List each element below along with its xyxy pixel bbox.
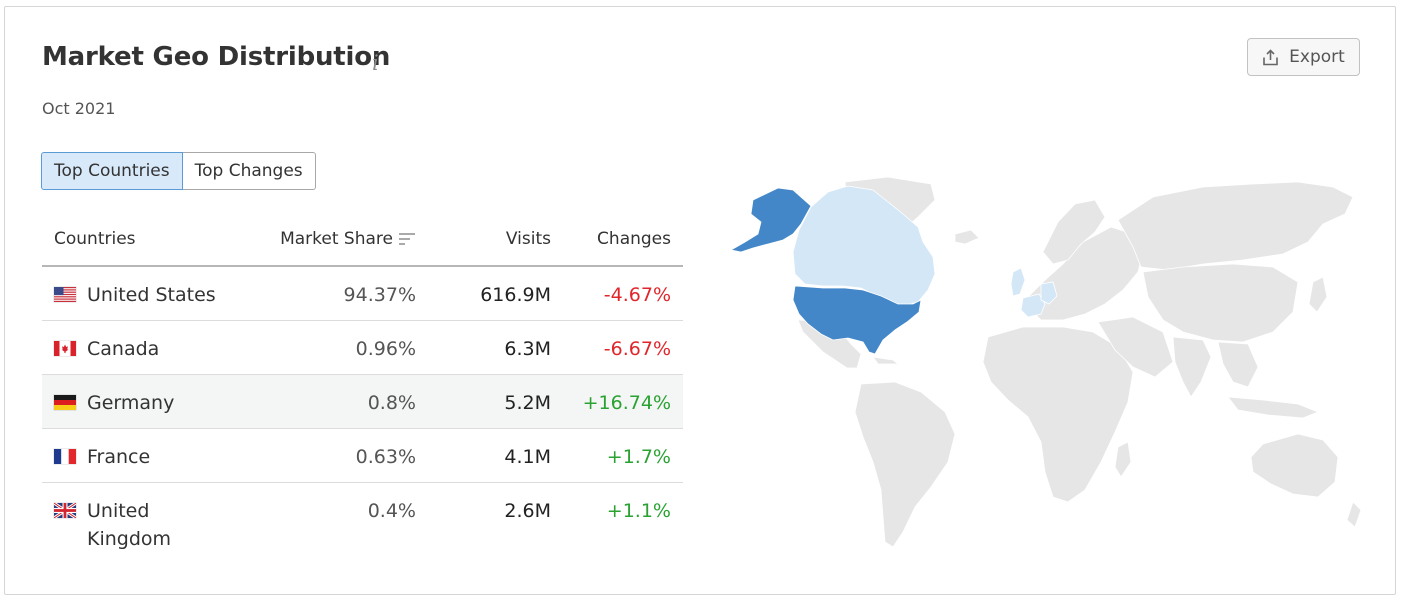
change-value: -4.67% (603, 284, 671, 306)
table-row[interactable]: France 0.63% 4.1M +1.7% (42, 428, 683, 483)
ca-flag-icon (54, 341, 76, 356)
map-region-southeast-asia[interactable] (1217, 341, 1259, 388)
gb-flag-icon (54, 503, 76, 518)
map-region-madagascar[interactable] (1114, 441, 1132, 478)
visits-value: 5.2M (504, 392, 551, 414)
countries-table: Countries Market Share Visits Changes (42, 212, 683, 561)
table-row[interactable]: United Kingdom 0.4% 2.6M +1.1% (42, 483, 683, 562)
table-header-row: Countries Market Share Visits Changes (42, 212, 683, 267)
map-region-germany[interactable] (1040, 281, 1058, 305)
change-value: -6.67% (603, 338, 671, 360)
change-value: +1.7% (606, 446, 671, 468)
world-map[interactable] (723, 172, 1363, 557)
sort-descending-icon[interactable] (399, 232, 416, 246)
de-flag-icon (54, 395, 76, 410)
change-value: +1.1% (606, 500, 671, 522)
map-region-india[interactable] (1172, 336, 1212, 398)
map-region-middle-east[interactable] (1097, 316, 1174, 378)
period-label: Oct 2021 (42, 99, 116, 118)
map-region-australia[interactable] (1250, 433, 1339, 498)
column-header-countries[interactable]: Countries (42, 212, 274, 267)
tab-top-changes[interactable]: Top Changes (182, 152, 316, 190)
table-row[interactable]: Canada 0.96% 6.3M -6.67% (42, 320, 683, 375)
market-share-value: 94.37% (343, 284, 416, 306)
visits-value: 6.3M (504, 338, 551, 360)
map-region-scandinavia[interactable] (1042, 199, 1106, 265)
map-region-new-zealand[interactable] (1346, 501, 1362, 528)
export-button[interactable]: Export (1247, 38, 1360, 76)
market-share-value: 0.96% (355, 338, 416, 360)
country-name[interactable]: France (87, 446, 151, 468)
column-header-market-share[interactable]: Market Share (274, 212, 416, 267)
change-value: +16.74% (582, 392, 671, 414)
map-region-alaska[interactable] (729, 187, 812, 253)
map-region-japan[interactable] (1308, 276, 1328, 313)
export-icon (1263, 48, 1278, 65)
market-share-value: 0.63% (355, 446, 416, 468)
map-region-russia[interactable] (1117, 181, 1354, 271)
table-row[interactable]: Germany 0.8% 5.2M +16.74% (42, 374, 683, 429)
country-name[interactable]: United Kingdom (87, 500, 172, 550)
map-region-south-america[interactable] (854, 381, 956, 548)
market-geo-card: Market Geo Distribution i Oct 2021 Expor… (4, 6, 1396, 595)
us-flag-icon (54, 287, 76, 302)
view-tabs: Top Countries Top Changes (41, 152, 316, 190)
map-region-united-kingdom[interactable] (1010, 267, 1026, 297)
visits-value: 616.9M (480, 284, 551, 306)
map-region-africa[interactable] (982, 326, 1134, 503)
tab-top-countries[interactable]: Top Countries (41, 152, 183, 190)
map-region-france[interactable] (1020, 293, 1046, 318)
market-share-value: 0.8% (367, 392, 416, 414)
info-icon[interactable]: i (372, 51, 379, 75)
table-row[interactable]: United States 94.37% 616.9M -4.67% (42, 266, 683, 321)
country-name[interactable]: Canada (87, 338, 160, 360)
map-region-indonesia[interactable] (1227, 396, 1320, 419)
visits-value: 2.6M (504, 500, 551, 522)
map-region-caribbean[interactable] (872, 356, 900, 365)
export-label: Export (1289, 47, 1345, 67)
visits-value: 4.1M (504, 446, 551, 468)
map-region-china[interactable] (1142, 263, 1299, 343)
map-region-united-states[interactable] (792, 285, 922, 355)
page-title: Market Geo Distribution (42, 42, 391, 72)
country-name[interactable]: United States (87, 284, 216, 306)
country-name[interactable]: Germany (87, 392, 175, 414)
fr-flag-icon (54, 449, 76, 464)
market-share-value: 0.4% (367, 500, 416, 522)
map-region-iceland[interactable] (954, 229, 980, 245)
column-header-visits[interactable]: Visits (416, 212, 551, 267)
column-header-changes[interactable]: Changes (551, 212, 683, 267)
